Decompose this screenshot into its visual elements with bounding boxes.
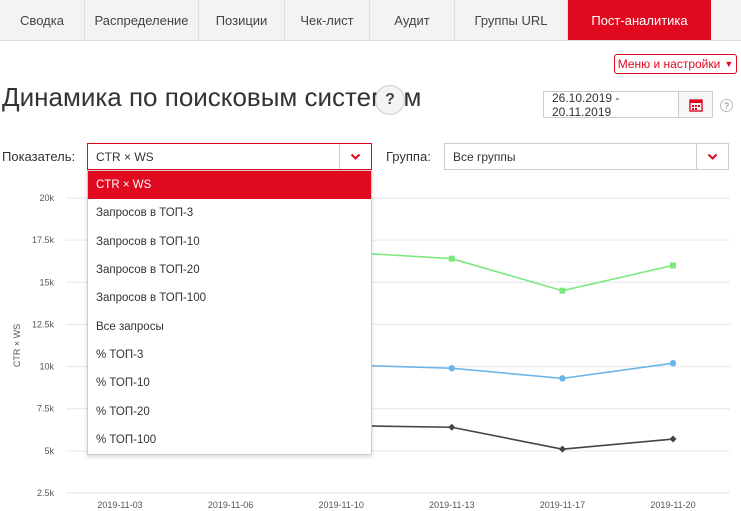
menu-settings-label: Меню и настройки (617, 57, 721, 71)
group-select[interactable]: Все группы (444, 143, 729, 170)
y-tick-label: 15k (39, 277, 54, 287)
tab-7[interactable]: Пост-аналитика (568, 0, 711, 40)
y-tick-label: 2.5k (37, 488, 55, 498)
group-select-value: Все группы (453, 149, 516, 164)
y-tick-label: 10k (39, 362, 54, 372)
line-chart: 2.5k 5k 7.5k 10k 12.5k 15k 17.5k 20k CTR × WS 201… (12, 193, 730, 510)
dropdown-option[interactable]: % ТОП-10 (96, 377, 150, 390)
data-point[interactable] (669, 435, 677, 443)
dropdown-option[interactable]: Запросов в ТОП-20 (96, 264, 200, 277)
data-point[interactable] (448, 423, 456, 431)
data-point[interactable] (670, 262, 676, 269)
chevron-down-icon: ▼ (724, 59, 734, 69)
series-line (341, 424, 674, 450)
dropdown-option[interactable]: CTR × WS (88, 171, 371, 200)
metric-label: Показатель: (2, 149, 76, 164)
data-point[interactable] (448, 255, 455, 262)
y-axis-label: CTR × WS (12, 324, 22, 367)
tab-bar: Сводка Распределение Позиции Чек-лист Аудит Г… (0, 0, 741, 41)
dropdown-option[interactable]: % ТОП-100 (96, 433, 157, 446)
x-tick-label: 2019-11-10 (319, 500, 364, 510)
chevron-down-icon (339, 144, 371, 169)
group-label: Группа: (386, 149, 431, 164)
data-point[interactable] (559, 375, 566, 382)
y-tick-label: 12.5k (32, 319, 55, 329)
help-icon[interactable]: ? (375, 85, 405, 115)
date-help-icon[interactable]: ? (720, 99, 733, 112)
calendar-icon[interactable] (678, 92, 712, 117)
dropdown-option[interactable]: Запросов в ТОП-10 (96, 235, 200, 248)
tab-1[interactable]: Сводка (0, 0, 85, 40)
date-range-value: 26.10.2019 - 20.11.2019 (552, 90, 620, 119)
dropdown-option[interactable]: % ТОП-20 (96, 405, 150, 418)
dropdown-option[interactable]: % ТОП-3 (96, 348, 144, 361)
x-tick-label: 2019-11-13 (429, 500, 474, 510)
x-tick-label: 2019-11-20 (650, 500, 695, 510)
x-tick-label: 2019-11-03 (97, 500, 142, 510)
x-tick-label: 2019-11-17 (540, 500, 585, 510)
y-tick-label: 17.5k (32, 235, 55, 245)
y-tick-label: 7.5k (37, 404, 55, 414)
page-title: Динамика по поисковым системам (2, 82, 422, 112)
dropdown-option[interactable]: Все запросы (96, 320, 164, 333)
dropdown-option[interactable]: Запросов в ТОП-3 (96, 207, 194, 220)
metric-select-value: CTR × WS (96, 149, 154, 164)
date-range-picker[interactable]: 26.10.2019 - 20.11.2019 (543, 90, 713, 119)
y-tick-label: 20k (39, 193, 54, 203)
metric-select[interactable]: CTR × WS (87, 143, 372, 170)
series-line (341, 362, 674, 380)
data-point[interactable] (559, 287, 566, 294)
tab-3[interactable]: Позиции (199, 0, 285, 40)
menu-settings-button[interactable]: Меню и настройки ▼ (614, 54, 737, 74)
y-tick-label: 5k (44, 446, 54, 456)
dropdown-option[interactable]: Запросов в ТОП-100 (96, 292, 206, 305)
tab-5[interactable]: Аудит (370, 0, 455, 40)
tab-2[interactable]: Распределение (85, 0, 199, 40)
data-point[interactable] (448, 365, 455, 372)
tab-4[interactable]: Чек-лист (285, 0, 370, 40)
data-point[interactable] (669, 360, 677, 367)
data-point[interactable] (558, 445, 566, 453)
chevron-down-icon (696, 144, 728, 169)
x-tick-label: 2019-11-06 (208, 500, 253, 510)
tab-6[interactable]: Группы URL (455, 0, 568, 40)
metric-dropdown-menu: CTR × WS Запросов в ТОП-3 Запросов в ТОП-1… (87, 170, 372, 455)
series-line (341, 251, 674, 292)
